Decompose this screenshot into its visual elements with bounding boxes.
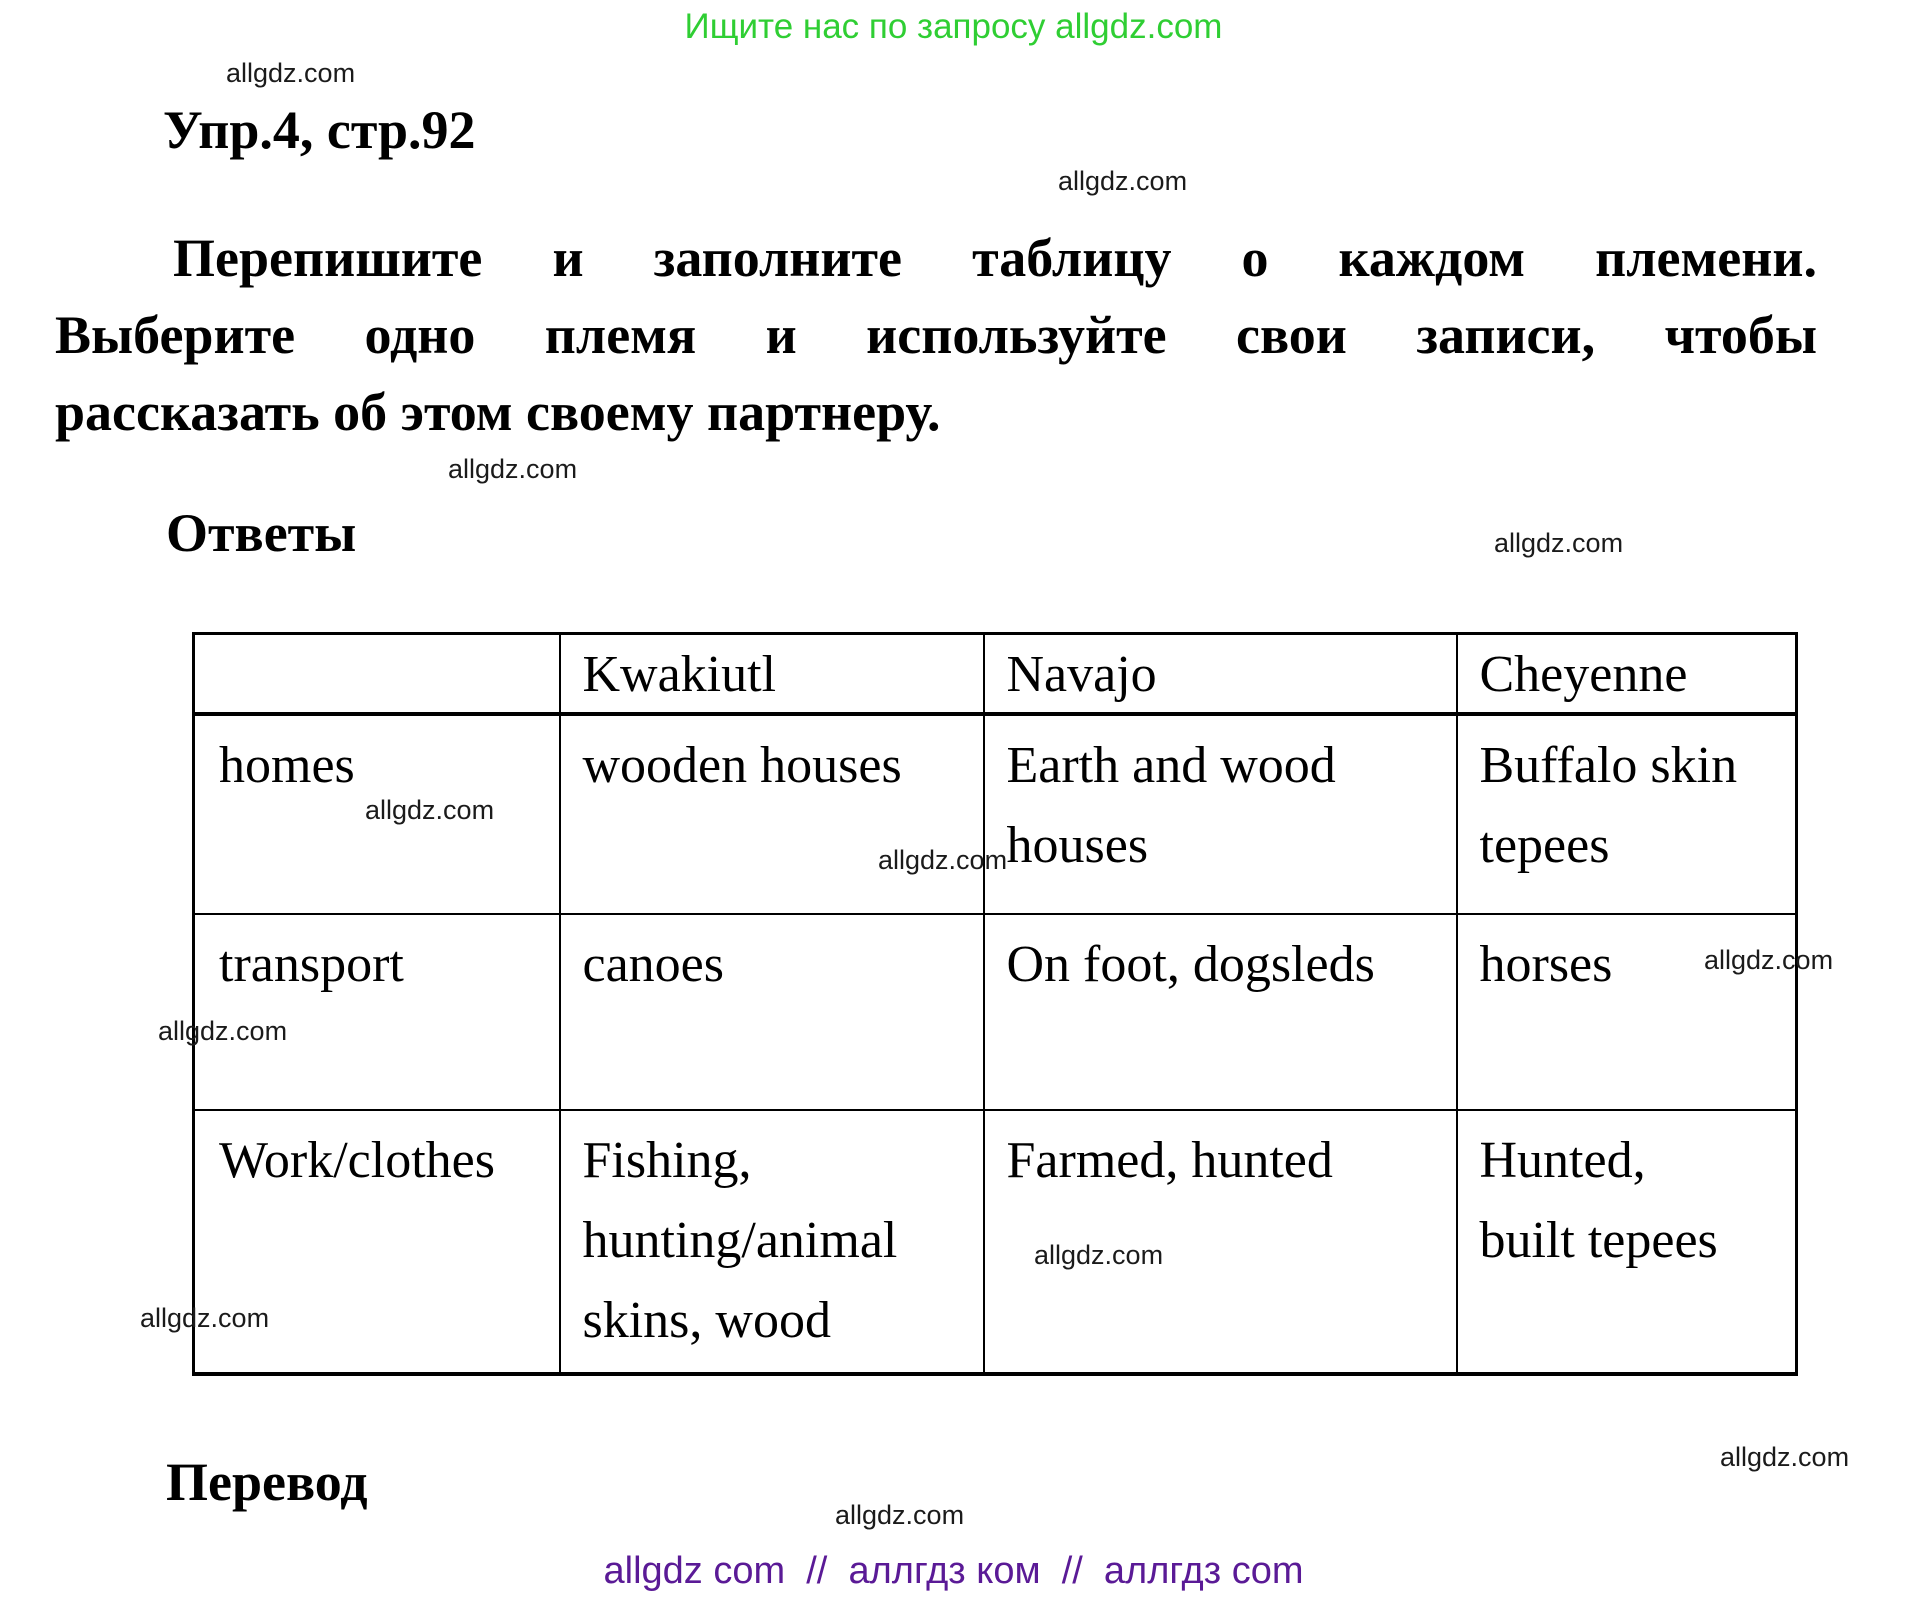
col-header-empty [192, 632, 561, 716]
cell-transport-kwakiutl: canoes [558, 912, 985, 1111]
translation-heading: Перевод [166, 1452, 368, 1512]
answers-table: Kwakiutl Navajo Cheyenne homes wooden ho… [192, 632, 1798, 1376]
page-title: Упр.4, стр.92 [163, 100, 476, 160]
cell-transport-cheyenne: horses [1455, 912, 1798, 1111]
watermark: allgdz.com [158, 1016, 288, 1046]
watermark: allgdz.com [1494, 528, 1624, 558]
cell-transport-navajo: On foot, dogsleds [982, 912, 1458, 1111]
watermark: allgdz.com [1034, 1240, 1164, 1270]
task-paragraph: Перепишите и заполните таблицу о каждом … [55, 220, 1817, 451]
col-header-cheyenne: Cheyenne [1455, 632, 1798, 716]
task-line-2: Выберите одно племя и используйте свои з… [55, 305, 1817, 365]
cell-homes-navajo: Earth and wood houses [982, 712, 1458, 915]
cell-work-navajo: Farmed, hunted [982, 1108, 1458, 1376]
watermark: allgdz.com [878, 845, 1008, 875]
watermark: allgdz.com [226, 58, 356, 88]
row-label-transport: transport [192, 912, 561, 1111]
row-label-work-clothes: Work/clothes [192, 1108, 561, 1376]
task-line-3: рассказать об этом своему партнеру. [55, 382, 941, 442]
col-header-kwakiutl: Kwakiutl [558, 632, 985, 716]
watermark: allgdz.com [1720, 1442, 1850, 1472]
cell-homes-kwakiutl: wooden houses [558, 712, 985, 915]
watermark: allgdz.com [448, 454, 578, 484]
promo-line: Ищите нас по запросу allgdz.com [684, 7, 1223, 46]
watermark: allgdz.com [1058, 166, 1188, 196]
row-label-homes: homes [192, 712, 561, 915]
task-line-1: Перепишите и заполните таблицу о каждом … [173, 228, 1817, 288]
col-header-navajo: Navajo [982, 632, 1458, 716]
answers-heading: Ответы [166, 503, 357, 563]
footer-links-line: allgdz com // аллгдз ком // аллгдз com [603, 1550, 1304, 1592]
watermark: allgdz.com [365, 795, 495, 825]
watermark: allgdz.com [140, 1303, 270, 1333]
watermark: allgdz.com [1704, 945, 1834, 975]
cell-homes-cheyenne: Buffalo skin tepees [1455, 712, 1798, 915]
cell-work-cheyenne: Hunted, built tepees [1455, 1108, 1798, 1376]
cell-work-kwakiutl: Fishing, hunting/animal skins, wood [558, 1108, 985, 1376]
watermark: allgdz.com [835, 1500, 965, 1530]
